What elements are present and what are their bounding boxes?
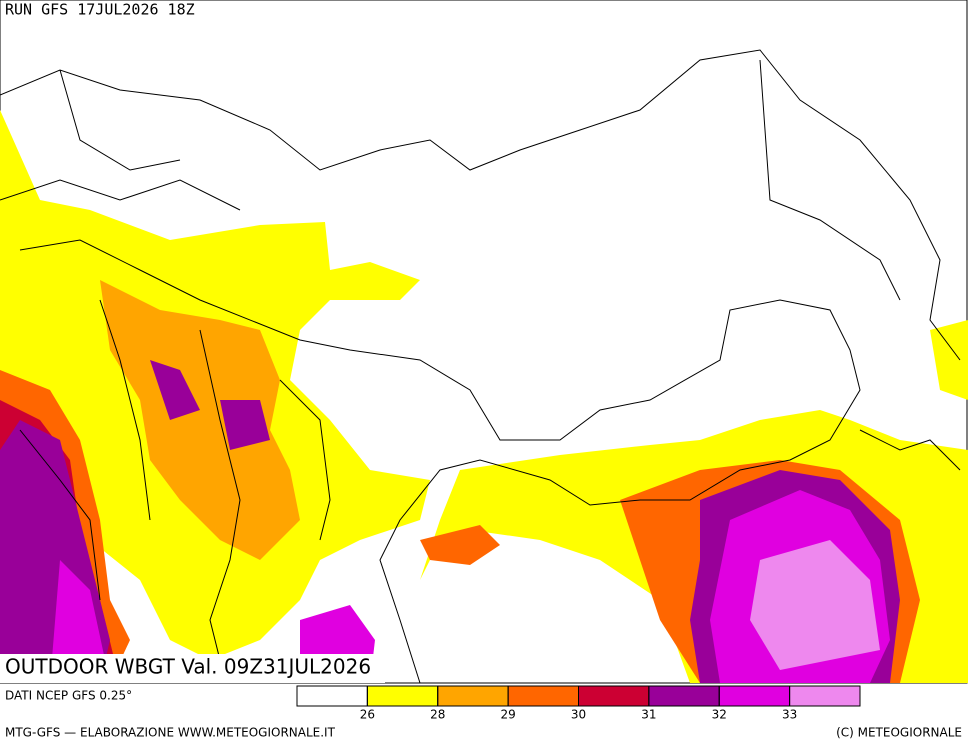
- legend: 26 28 29 30 31 32 33: [296, 685, 861, 722]
- shade: [100, 280, 300, 560]
- run-label: RUN GFS 17JUL2026 18Z: [5, 1, 195, 19]
- footer-left: MTG-GFS — ELABORAZIONE WWW.METEOGIORNALE…: [5, 726, 336, 740]
- legend-tick-label: 30: [571, 708, 586, 722]
- legend-tick-label: 26: [360, 708, 375, 722]
- legend-tick-label: 29: [500, 708, 515, 722]
- legend-box: [366, 685, 439, 707]
- legend-box: [718, 685, 791, 707]
- shade: [750, 540, 880, 670]
- legend-box: [507, 685, 579, 707]
- legend-box: [789, 685, 861, 707]
- source-label: DATI NCEP GFS 0.25°: [5, 689, 132, 703]
- legend-box: [648, 685, 720, 707]
- legend-tick-label: 28: [430, 708, 445, 722]
- shade: [150, 360, 270, 450]
- shade: [50, 560, 110, 683]
- footer-right: (C) METEOGIORNALE: [836, 726, 962, 740]
- title-background: [0, 654, 385, 683]
- legend-tick-label: 31: [641, 708, 656, 722]
- shade: [420, 525, 500, 565]
- legend-box: [578, 685, 650, 707]
- legend-box: [437, 685, 509, 707]
- legend-tick-label: 33: [782, 708, 797, 722]
- legend-box: [296, 685, 368, 707]
- map-title: OUTDOOR WBGT Val. 09Z31JUL2026: [5, 655, 371, 679]
- legend-tick-label: 32: [712, 708, 727, 722]
- shade: [930, 320, 968, 400]
- map: [0, 0, 968, 684]
